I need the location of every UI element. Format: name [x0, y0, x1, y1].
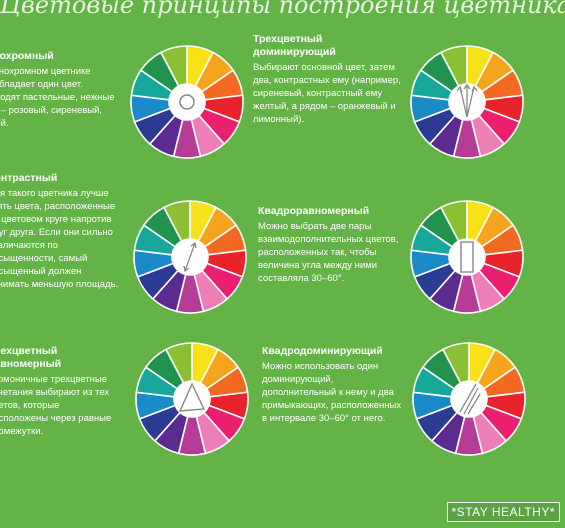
section-title: Квадродоминирующий — [262, 345, 383, 357]
section-contrast: Контрастный Для такого цветника лучше вз… — [0, 172, 120, 291]
section-title: Монохромный — [0, 50, 54, 62]
quad-lines-icon — [459, 383, 481, 415]
wheel-segments — [135, 342, 249, 456]
wheel-svg — [412, 342, 526, 456]
color-wheel-monochrome — [130, 45, 244, 159]
section-monochrome: Монохромный В монохромном цветнике преоб… — [0, 50, 118, 130]
color-wheel-three-dominant — [410, 45, 524, 159]
section-body: Выбирают основной цвет, затем два, контр… — [253, 62, 401, 125]
watermark: *STAY HEALTHY* — [446, 502, 560, 522]
section-body: Можно выбрать две пары взаимодополнитель… — [258, 221, 399, 284]
wheel-center — [174, 381, 210, 417]
color-wheel-quad-dominant — [412, 342, 526, 456]
color-wheel-quad-even — [410, 200, 524, 314]
wheel-svg — [133, 200, 247, 314]
section-title: Контрастный — [0, 172, 58, 184]
double-arrow-icon — [183, 241, 197, 273]
section-title: Трехцветный равномерный — [0, 345, 62, 370]
wheel-svg — [130, 45, 244, 159]
color-wheel-contrast — [133, 200, 247, 314]
rectangle-marker-icon — [460, 241, 474, 273]
page-title: Цветовые принципы построения цветника — [0, 0, 565, 19]
wheel-svg — [410, 200, 524, 314]
wheel-segments — [412, 342, 526, 456]
color-wheel-three-even — [135, 342, 249, 456]
wheel-center — [451, 381, 487, 417]
triangle-marker-icon — [178, 382, 206, 412]
section-three-color-even: Трехцветный равномерный Гармоничные трех… — [0, 345, 120, 438]
section-title: Трехцветный доминирующий — [253, 33, 336, 58]
section-title: Квадроравномерный — [258, 205, 370, 217]
wheel-segments — [130, 45, 244, 159]
section-quad-dominant: Квадродоминирующий Можно использовать од… — [262, 345, 408, 425]
section-body: Гармоничные трехцветные сочетания выбира… — [0, 374, 112, 437]
wheel-center — [449, 239, 485, 275]
circle-marker-icon — [179, 94, 195, 110]
three-arrows-icon — [456, 83, 478, 118]
section-quad-even: Квадроравномерный Можно выбрать две пары… — [258, 205, 400, 285]
wheel-center — [169, 84, 205, 120]
section-three-color-dominant: Трехцветный доминирующий Выбирают основн… — [253, 33, 403, 126]
section-body: Можно использовать один доминирующий, до… — [262, 361, 402, 424]
section-body: В монохромном цветнике преобладает один … — [0, 66, 115, 129]
wheel-svg — [410, 45, 524, 159]
section-body: Для такого цветника лучше взять цвета, р… — [0, 188, 119, 290]
wheel-svg — [135, 342, 249, 456]
